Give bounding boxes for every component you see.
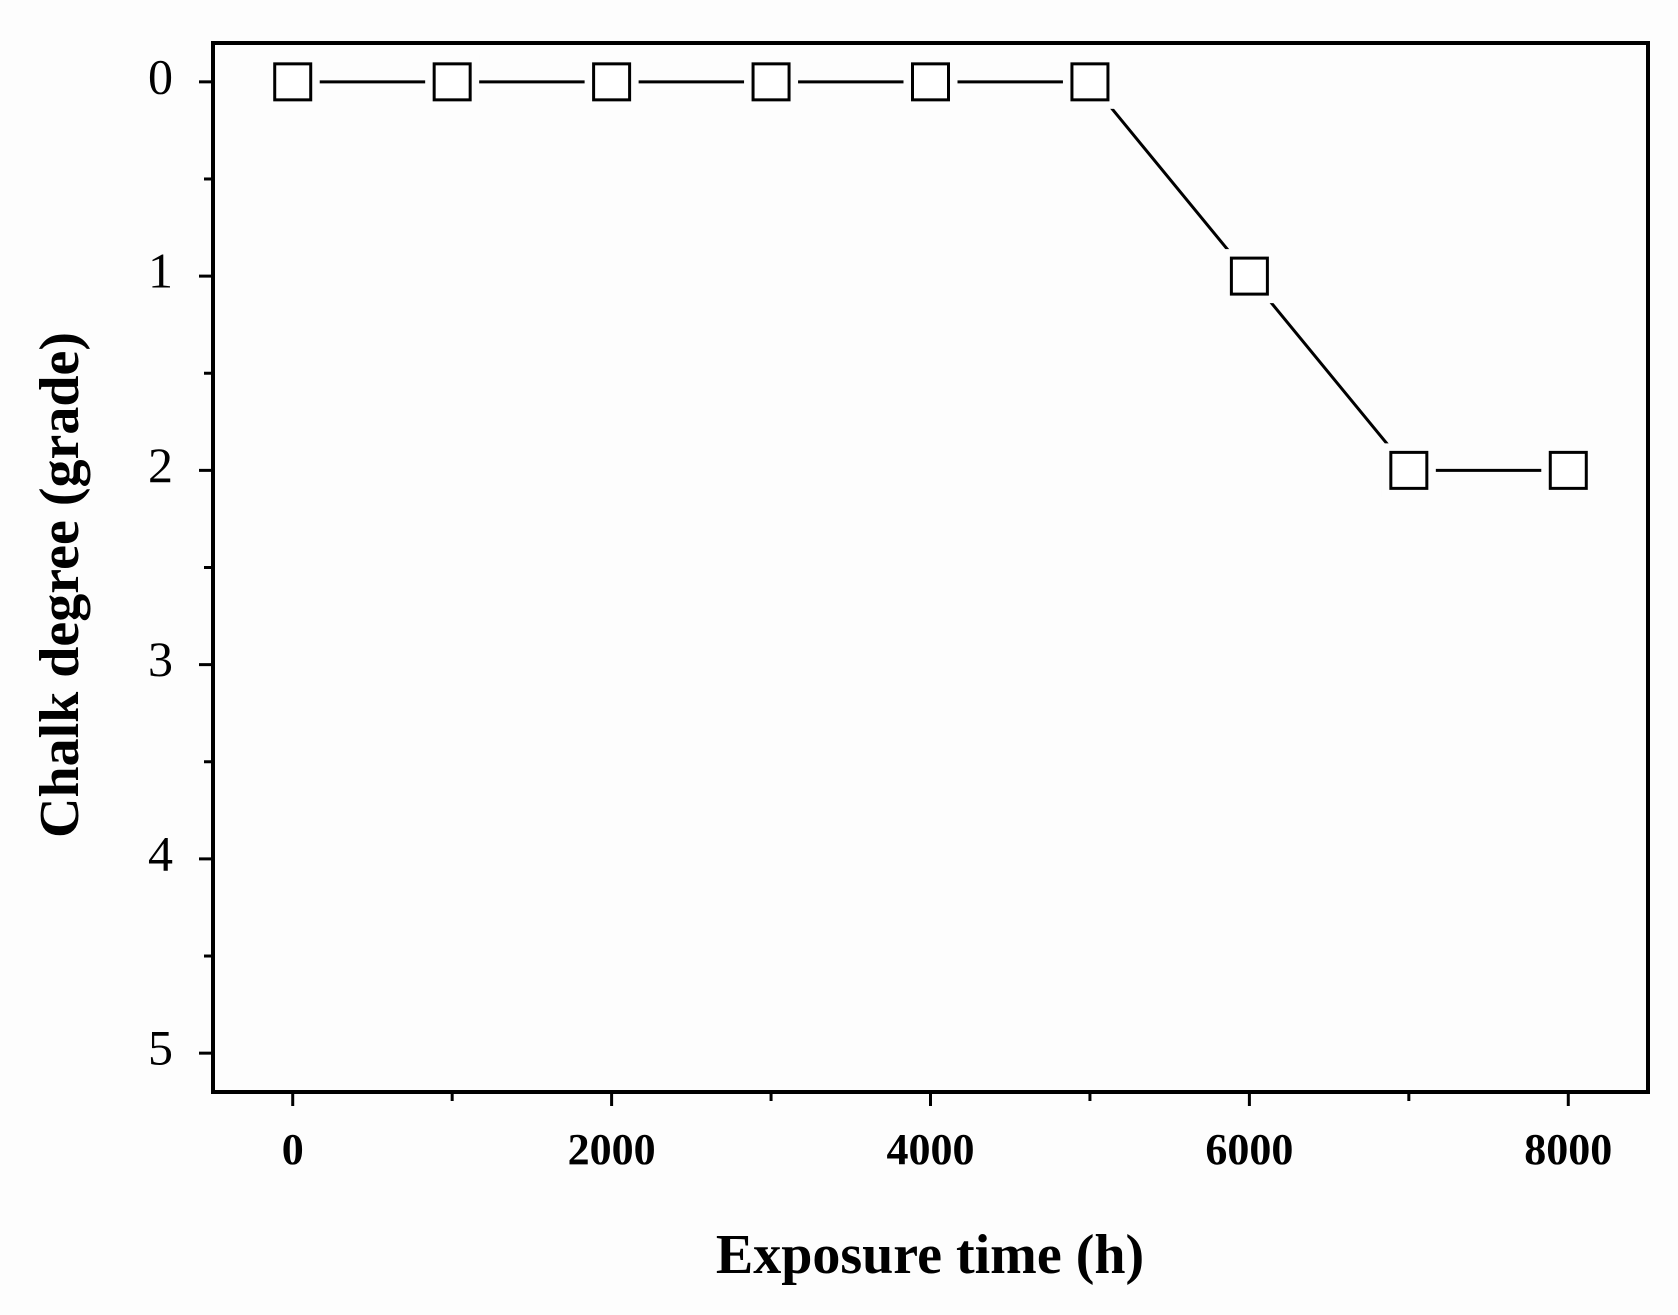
x-tick-label: 8000 [1524,1125,1612,1174]
y-tick-label: 0 [148,48,173,104]
marker [273,62,313,102]
x-tick-label: 4000 [887,1125,975,1174]
y-tick-label: 2 [148,437,173,493]
marker [911,62,950,102]
plot-frame [211,41,1650,1094]
y-tick-label: 3 [148,631,173,687]
marker [751,62,791,102]
marker [1389,450,1429,490]
marker [1229,256,1269,296]
marker [1548,450,1588,490]
y-tick-label: 4 [148,825,173,881]
x-axis-title: Exposure time (h) [716,1224,1144,1286]
marker [592,62,632,102]
y-tick-label: 5 [148,1020,173,1076]
marker [432,62,472,102]
y-axis-title: Chalk degree (grade) [29,332,91,838]
x-tick-label: 0 [282,1125,304,1174]
x-tick-label: 6000 [1205,1125,1293,1174]
x-tick-label: 2000 [568,1125,656,1174]
marker [1070,62,1110,102]
y-tick-label: 1 [148,243,173,299]
